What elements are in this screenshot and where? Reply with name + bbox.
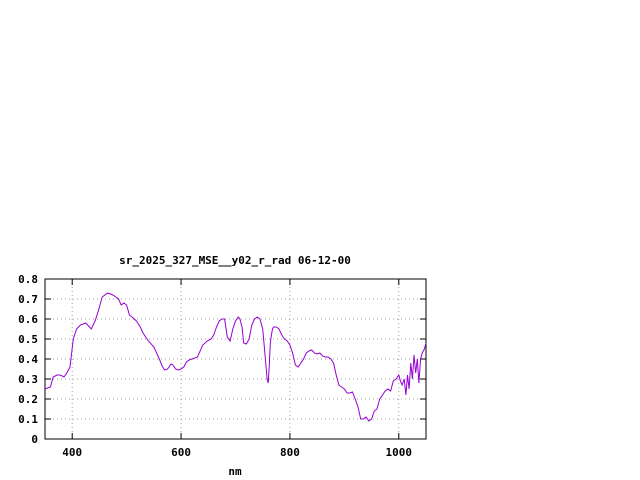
grid: [45, 279, 426, 439]
y-tick-label: 0: [31, 433, 38, 446]
plot-frame: [44, 278, 427, 440]
x-tick-label: 1000: [386, 446, 413, 459]
y-tick-label: 0.6: [18, 313, 38, 326]
y-tick-label: 0.3: [18, 373, 38, 386]
y-tick-label: 0.1: [18, 413, 38, 426]
y-tick-labels: 0 0.1 0.2 0.3 0.4 0.5 0.6 0.7 0.8: [18, 273, 38, 446]
y-tick-label: 0.8: [18, 273, 38, 286]
x-tick-label: 800: [280, 446, 300, 459]
y-tick-label: 0.7: [18, 293, 38, 306]
series-line: [44, 292, 427, 422]
chart-title: sr_2025_327_MSE__y02_r_rad 06-12-00: [119, 254, 351, 267]
y-tick-label: 0.2: [18, 393, 38, 406]
x-axis-label: nm: [228, 465, 242, 478]
y-tick-label: 0.4: [18, 353, 38, 366]
axis-ticks: [45, 278, 426, 440]
x-tick-labels: 400 600 800 1000: [62, 446, 412, 459]
x-tick-label: 400: [62, 446, 82, 459]
y-tick-label: 0.5: [18, 333, 38, 346]
x-tick-label: 600: [171, 446, 191, 459]
